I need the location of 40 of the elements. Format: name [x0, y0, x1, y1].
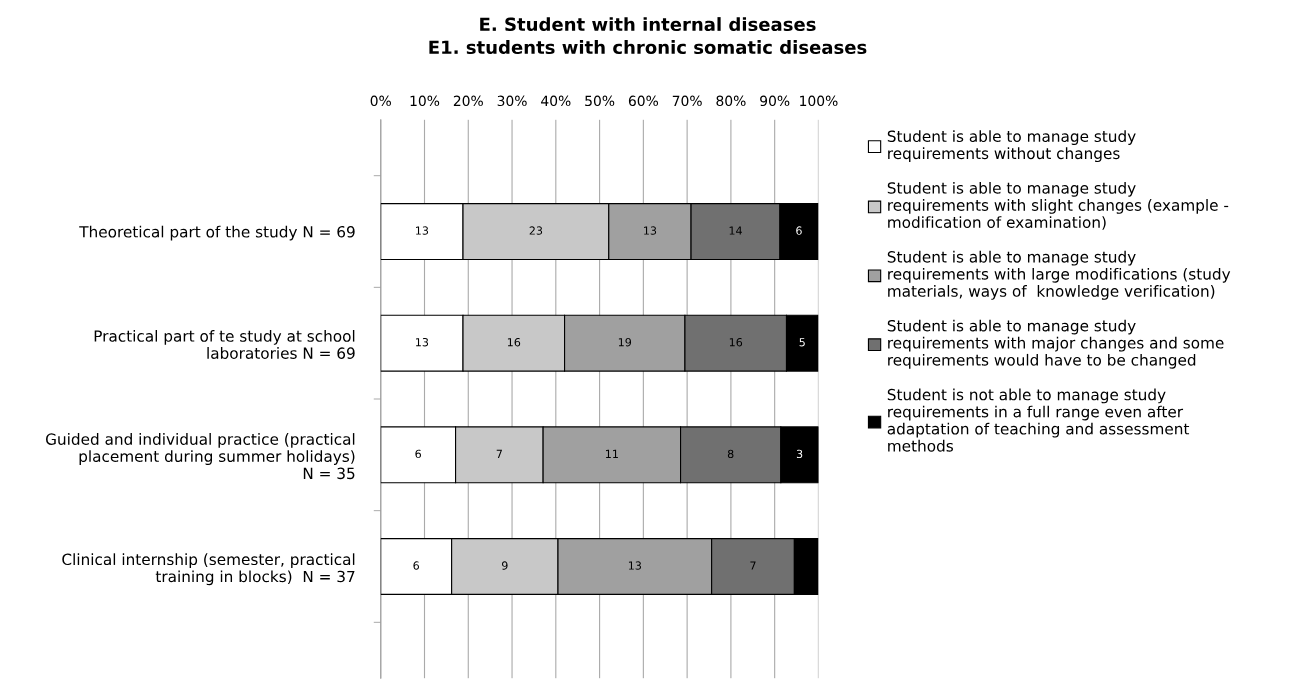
annotation: 13	[644, 226, 657, 235]
annotation: 23	[529, 226, 543, 235]
annotation: 9	[501, 561, 508, 570]
annotation: 13	[416, 338, 429, 347]
legend-label: Student is able to manage study requirements with slight changes (example - modification of examination)	[887, 181, 1229, 230]
annotation: 7	[750, 561, 756, 570]
y-tick-label: Theoretical part of the study N = 69	[79, 225, 355, 241]
x-tick-label: 20%	[453, 95, 483, 107]
y-tick-label: Clinical internship (semester, practical training in blocks) N = 37	[62, 553, 355, 586]
annotation: 6	[415, 449, 421, 459]
annotation: 16	[507, 338, 521, 347]
y-tick-label: Guided and individual practice (practical placement during summer holidays) N = 35	[45, 433, 355, 480]
annotation: 5	[799, 338, 805, 347]
x-tick-label: 30%	[497, 95, 527, 107]
x-tick-label: 0%	[370, 95, 391, 107]
chart-title: E. Student with internal diseases E1. students with chronic somatic diseases	[429, 17, 867, 55]
annotation: 19	[618, 338, 632, 347]
legend-label: Student is able to manage study requirements without changes	[887, 130, 1136, 163]
legend-label: Student is able to manage study requirements with large modifications (study materials, ways of knowledge verification)	[887, 250, 1231, 300]
annotation: 6	[796, 226, 802, 235]
x-tick-label: 90%	[760, 95, 790, 107]
annotation: 13	[416, 226, 429, 235]
annotation: 7	[496, 449, 502, 458]
x-tick-label: 10%	[410, 95, 440, 107]
x-tick-label: 100%	[800, 95, 838, 107]
x-tick-label: 60%	[628, 95, 659, 107]
annotation: 3	[796, 449, 803, 459]
x-tick-label: 50%	[585, 95, 615, 107]
legend-label: Student is able to manage study requirements with major changes and some requirements would have to be changed	[887, 319, 1224, 369]
legend-label: Student is not able to manage study requirements in a full range even after adaptation of teaching and assessment methods	[887, 388, 1190, 452]
annotation: 11	[605, 449, 618, 458]
x-tick-label: 70%	[672, 95, 702, 107]
x-tick-label: 40%	[541, 95, 571, 107]
annotation: 13	[628, 561, 641, 570]
y-tick-label: Practical part of te study at school laboratories N = 69	[94, 329, 355, 359]
annotation: 14	[729, 226, 742, 235]
annotation: 16	[729, 338, 743, 347]
x-tick-label: 80%	[716, 95, 746, 107]
annotation: 8	[727, 449, 734, 459]
annotation: 6	[413, 561, 420, 570]
